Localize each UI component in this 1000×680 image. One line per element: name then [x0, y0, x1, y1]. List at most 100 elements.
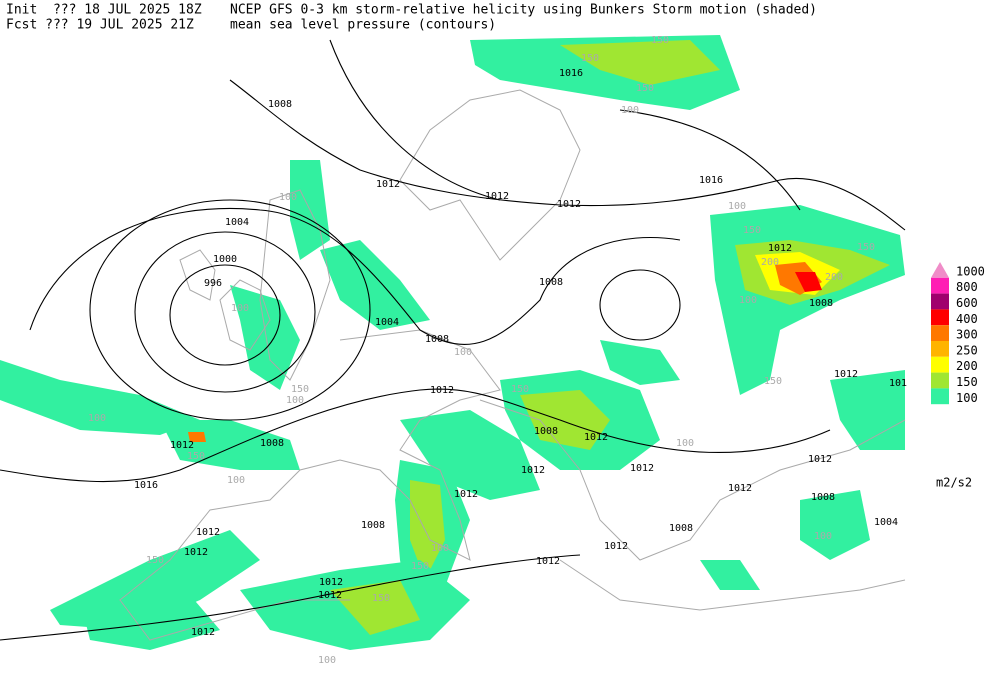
helicity-label: 150	[651, 35, 669, 46]
contour-label: 1008	[268, 99, 292, 110]
contour-label: 1012	[318, 590, 342, 601]
helicity-label: 150	[291, 384, 309, 395]
contour-label: 1012	[170, 440, 194, 451]
helicity-area	[795, 272, 822, 292]
contour-label: 1004	[874, 517, 898, 528]
contour-label: 1012	[584, 432, 608, 443]
isobars	[0, 39, 906, 641]
contour-label: 1012	[536, 556, 560, 567]
contour-label: 1000	[213, 254, 237, 265]
forecast-time: Fcst ??? 19 JUL 2025 21Z	[6, 18, 194, 33]
helicity-label: 100	[621, 105, 639, 116]
contour-label: 1012	[630, 463, 654, 474]
contour-label: 1012	[834, 369, 858, 380]
contour-label: 1008	[534, 426, 558, 437]
legend-triangle	[931, 262, 949, 278]
helicity-label: 100	[676, 438, 694, 449]
contour-label: 1012	[430, 385, 454, 396]
title: NCEP GFS 0-3 km storm-relative helicity …	[230, 3, 817, 18]
helicity-label: 200	[825, 272, 843, 283]
contour-label: 1012	[521, 465, 545, 476]
helicity-label: 100	[88, 413, 106, 424]
contour-label: 1012	[191, 627, 215, 638]
legend-label: 600	[956, 296, 978, 310]
helicity-area	[0, 360, 200, 435]
contour-label: 1012	[319, 577, 343, 588]
helicity-area	[188, 432, 206, 442]
init-time: Init ??? 18 JUL 2025 18Z	[6, 3, 202, 18]
contour-label: 1012	[728, 483, 752, 494]
helicity-label: 100	[231, 303, 249, 314]
contour-label: 1004	[225, 217, 249, 228]
helicity-label: 100	[454, 347, 472, 358]
contour-label: 1016	[134, 480, 158, 491]
helicity-label: 150	[743, 225, 761, 236]
contour-label: 1012	[768, 243, 792, 254]
contour-label: 1012	[557, 199, 581, 210]
contour-label: 1012	[604, 541, 628, 552]
contour-label: 1016	[699, 175, 723, 186]
legend-label: 300	[956, 328, 978, 342]
helicity-label: 150	[636, 83, 654, 94]
legend-label: 100	[956, 391, 978, 405]
legend-label: 250	[956, 343, 978, 357]
helicity-label: 150	[581, 53, 599, 64]
contour-label: 1012	[808, 454, 832, 465]
legend-swatch	[931, 388, 949, 405]
helicity-label: 100	[431, 543, 449, 554]
helicity-labels: 1501501501001001001502002001501001001501…	[88, 35, 875, 666]
helicity-label: 100	[728, 201, 746, 212]
contour-label: 1008	[361, 520, 385, 531]
helicity-area	[800, 490, 870, 560]
legend-units: m2/s2	[936, 476, 972, 490]
contour-label: 1012	[196, 527, 220, 538]
helicity-label: 100	[739, 295, 757, 306]
helicity-label: 150	[187, 451, 205, 462]
coastlines	[119, 89, 906, 641]
legend-swatch	[931, 309, 949, 326]
helicity-label: 100	[227, 475, 245, 486]
contour-label: 1004	[375, 317, 399, 328]
helicity-label: 150	[511, 384, 529, 395]
helicity-label: 100	[814, 531, 832, 542]
helicity-area	[700, 560, 760, 590]
legend-label: 1000	[956, 264, 985, 278]
legend-swatch	[931, 372, 949, 389]
contour-label: 1012	[454, 489, 478, 500]
contour-label: 1008	[425, 334, 449, 345]
helicity-label: 150	[146, 555, 164, 566]
contour-label: 101	[889, 378, 907, 389]
helicity-area	[560, 40, 720, 85]
helicity-label: 100	[286, 395, 304, 406]
helicity-label: 150	[411, 561, 429, 572]
legend-label: 400	[956, 312, 978, 326]
contour-label: 1008	[669, 523, 693, 534]
helicity-area	[230, 285, 300, 390]
legend-swatch	[931, 277, 949, 294]
contour-label: 1012	[485, 191, 509, 202]
helicity-label: 100	[318, 655, 336, 666]
contour-label: 1012	[184, 547, 208, 558]
contour-labels: 1008 1016 1012 1012 1012 1016 1004 1000 996 1004 1…	[134, 68, 907, 638]
helicity-area	[600, 340, 680, 385]
subtitle: mean sea level pressure (contours)	[230, 18, 496, 33]
legend-swatch	[931, 356, 949, 373]
helicity-area	[330, 580, 420, 635]
helicity-label: 150	[372, 593, 390, 604]
legend-swatch	[931, 341, 949, 357]
contour-label: 1012	[376, 179, 400, 190]
helicity-label: 150	[764, 376, 782, 387]
contour-label: 1008	[811, 492, 835, 503]
helicity-label: 150	[857, 242, 875, 253]
contour-label: 1008	[539, 277, 563, 288]
contour-label: 1008	[809, 298, 833, 309]
contour-label: 996	[204, 278, 222, 289]
legend-swatch	[931, 325, 949, 341]
helicity-area	[410, 480, 445, 580]
legend-label: 150	[956, 375, 978, 389]
helicity-area	[520, 390, 610, 450]
contour-label: 1016	[559, 68, 583, 79]
contour-label: 1008	[260, 438, 284, 449]
